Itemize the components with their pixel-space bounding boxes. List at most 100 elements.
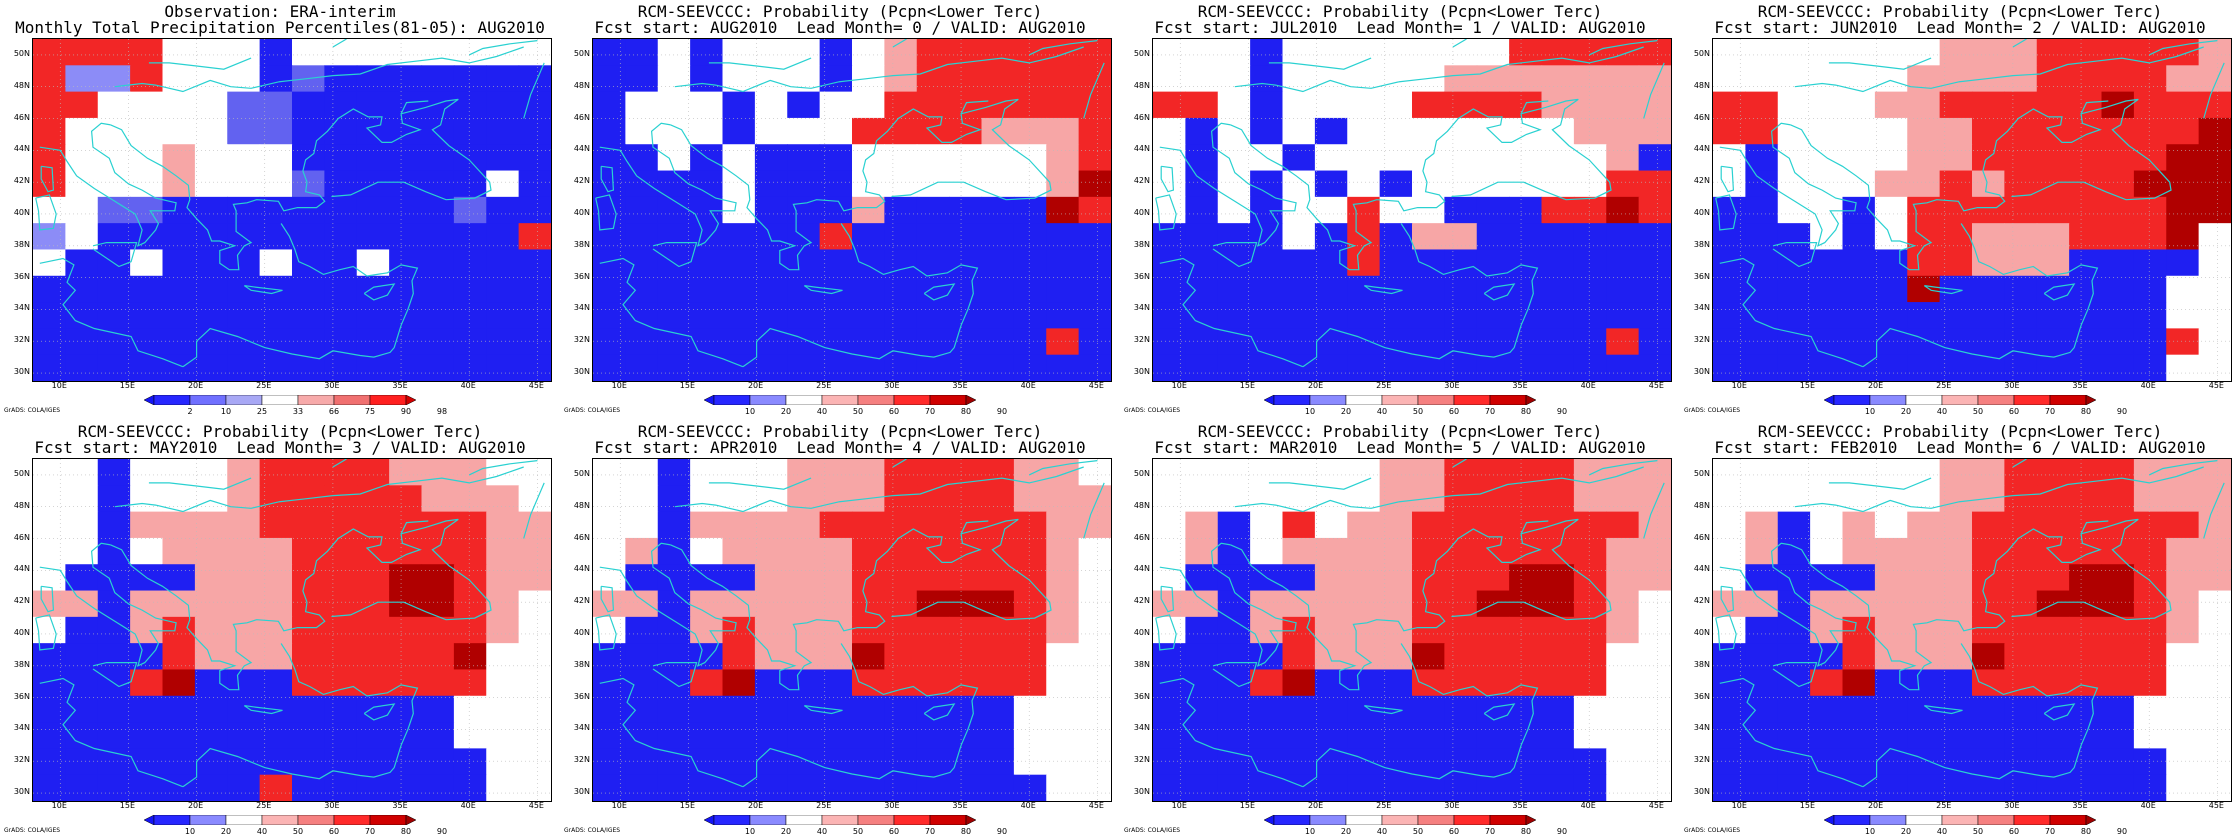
grid-cell — [97, 564, 131, 592]
grid-cell — [1810, 485, 1844, 513]
grid-cell — [518, 39, 551, 66]
grid-cell — [1972, 748, 2005, 776]
grid-cell — [1541, 196, 1575, 224]
grid-cell — [1046, 196, 1080, 224]
coastline — [1772, 242, 1818, 268]
grid-cell — [2101, 485, 2135, 513]
grid-cell — [227, 511, 261, 539]
grid-cell — [1078, 616, 1111, 644]
coastline — [110, 98, 492, 271]
grid-cell — [1250, 249, 1284, 277]
grid-cell — [1153, 275, 1186, 303]
grid-cell — [227, 328, 261, 356]
grid-cell — [625, 695, 659, 723]
lat-tick-label: 42N — [1693, 176, 1710, 186]
grid-cell — [690, 354, 724, 381]
grid-cell — [1638, 354, 1671, 381]
grid-cell — [1347, 275, 1381, 303]
grid-cell — [1444, 722, 1478, 749]
grid-cell — [1412, 511, 1445, 539]
grid-cell — [852, 196, 885, 224]
coastline — [332, 39, 347, 48]
grid-cell — [486, 65, 520, 93]
grid-cell — [949, 196, 983, 224]
lat-tick-label: 50N — [13, 48, 30, 58]
grid-cell — [1509, 354, 1543, 381]
grid-cell — [981, 748, 1015, 776]
grid-cell — [324, 511, 358, 539]
grid-cell — [1573, 748, 1607, 776]
grid-cell — [130, 275, 164, 303]
grid-cell — [2101, 65, 2135, 93]
grid-cell — [1874, 144, 1908, 172]
grid-cell — [421, 144, 455, 172]
grid-cell — [1907, 354, 1941, 381]
grid-cell — [97, 722, 131, 749]
grid-cell — [754, 590, 788, 618]
grid-cell — [1217, 39, 1251, 66]
grid-cell — [787, 590, 821, 618]
colorbar-swatch — [1417, 395, 1455, 405]
grid-cell — [690, 511, 724, 539]
coastline — [1155, 614, 1177, 651]
grid-cell — [1777, 722, 1811, 749]
grid-cell — [2198, 511, 2231, 539]
grid-cell — [1078, 564, 1111, 592]
grid-cell — [356, 616, 390, 644]
grid-cell — [852, 616, 885, 644]
grid-cell — [1777, 695, 1811, 723]
colorbar-label: 60 — [2008, 827, 2020, 836]
grid-cell — [259, 537, 293, 565]
colorbar-label: 20 — [220, 827, 232, 836]
grid-cell — [722, 249, 756, 277]
colorbar-label: 98 — [436, 407, 448, 416]
colorbar-swatch — [1824, 815, 1835, 825]
grid-cell — [1250, 485, 1284, 513]
grid-cell — [1573, 511, 1607, 539]
grid-cell — [33, 65, 66, 93]
grid-cell — [1314, 590, 1348, 618]
grid-cell — [1541, 170, 1575, 198]
lon-tick-label: 10E — [1171, 801, 1187, 810]
grid-cell — [1541, 354, 1575, 381]
grid-cell — [227, 170, 261, 198]
grid-cell — [1907, 722, 1941, 749]
grid-cell — [1347, 249, 1381, 277]
grid-cell — [787, 196, 821, 224]
grid-cell — [518, 249, 551, 277]
grid-cell — [1250, 722, 1284, 749]
grid-cell — [625, 196, 659, 224]
lon-tick-label: 15E — [1799, 381, 1816, 390]
grid-cell — [259, 459, 293, 486]
lat-tick-label: 32N — [1133, 755, 1150, 765]
grid-cell — [292, 616, 325, 644]
grid-cell — [194, 748, 228, 776]
grid-cell — [657, 459, 691, 486]
colorbar-label: 10 — [220, 407, 232, 416]
grid-cell — [657, 170, 691, 198]
grid-cell — [453, 144, 487, 172]
grid-cell — [1444, 459, 1478, 486]
grid-cell — [657, 537, 691, 565]
grid-cell — [1573, 39, 1607, 66]
grid-cell — [1606, 643, 1640, 671]
lon-tick-label: 25E — [816, 801, 832, 810]
grid-cell — [389, 616, 423, 644]
grid-cell — [356, 144, 390, 172]
colorbar — [704, 815, 976, 825]
grid-cell — [1541, 275, 1575, 303]
grid-cell — [1013, 302, 1047, 329]
grid-cell — [593, 65, 626, 93]
grid-cell — [356, 275, 390, 303]
grid-cell — [453, 774, 487, 801]
grid-cell — [1078, 223, 1111, 251]
grid-cell — [1250, 774, 1284, 801]
colorbar-swatch — [225, 395, 263, 405]
grid-cell — [625, 39, 659, 66]
grid-cell — [2101, 774, 2135, 801]
grid-cell — [1573, 537, 1607, 565]
grid-cell — [1185, 354, 1219, 381]
grid-cell — [518, 459, 551, 486]
grid-cell — [292, 91, 325, 119]
grid-cell — [1810, 774, 1844, 801]
